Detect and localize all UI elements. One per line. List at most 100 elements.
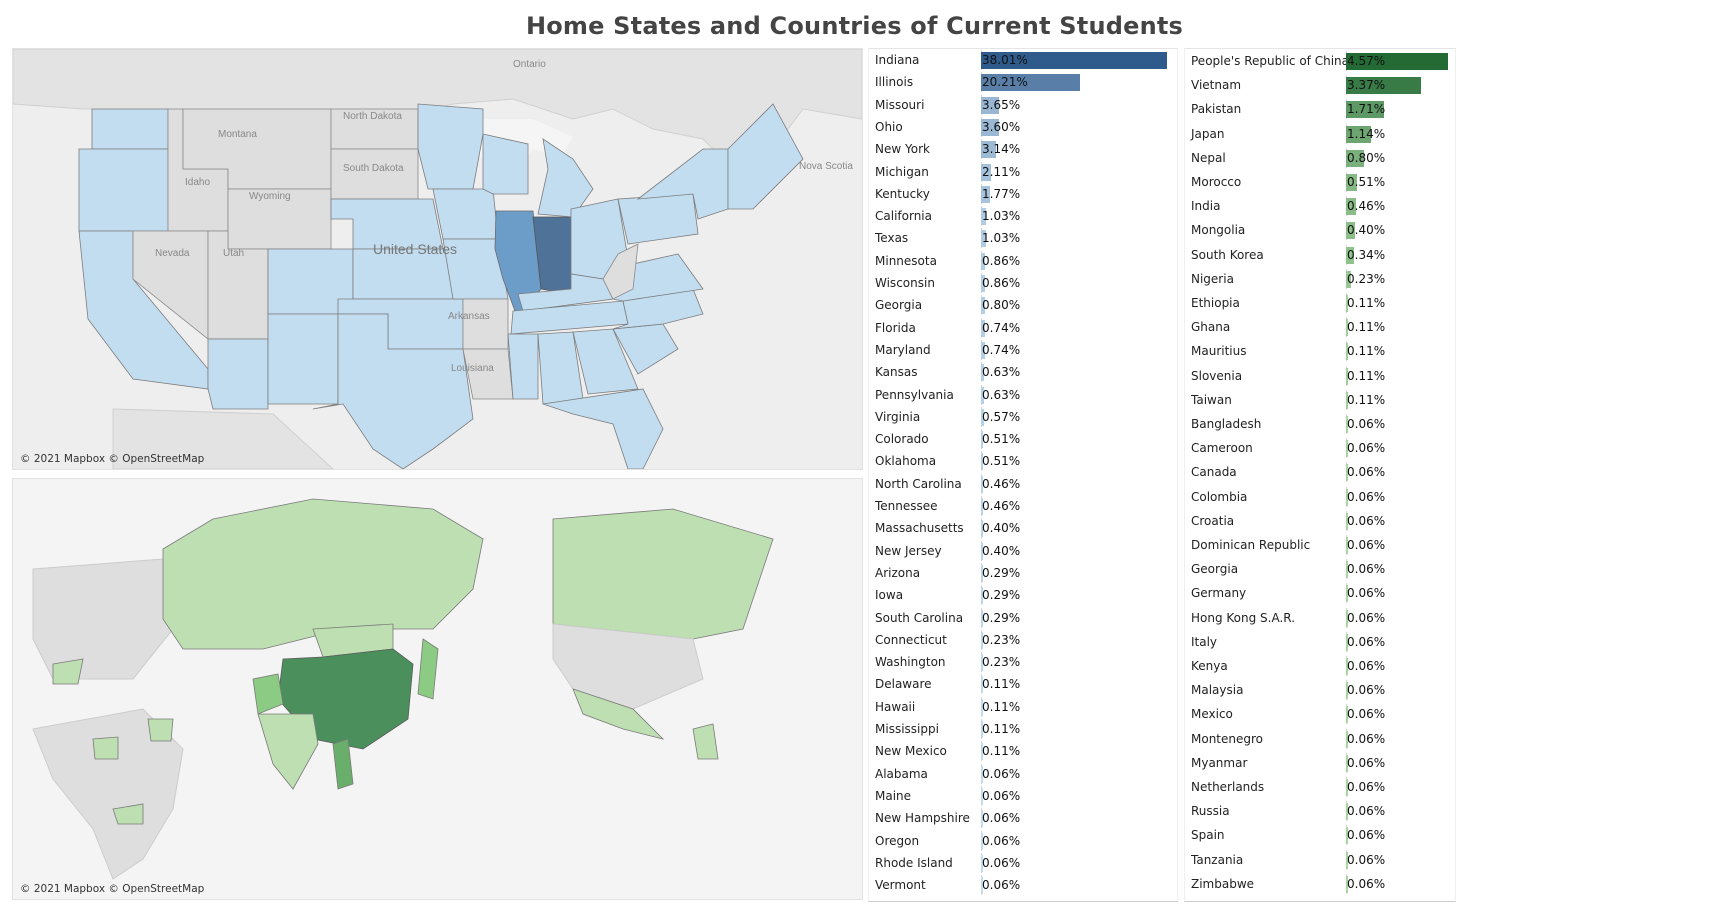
bar-row-colorado[interactable]: Colorado 0.51% (869, 429, 1177, 450)
bar-mark[interactable] (981, 520, 983, 538)
bar-row-wisconsin[interactable]: Wisconsin 0.86% (869, 273, 1177, 293)
bar-mark[interactable] (1346, 440, 1348, 458)
bar-row-tennessee[interactable]: Tennessee 0.46% (869, 496, 1177, 516)
bar-row-pakistan[interactable]: Pakistan 1.71% (1185, 99, 1455, 120)
bar-mark[interactable] (1346, 730, 1348, 748)
bar-row-tanzania[interactable]: Tanzania 0.06% (1185, 849, 1455, 870)
bar-row-colombia[interactable]: Colombia 0.06% (1185, 486, 1455, 507)
bar-row-alabama[interactable]: Alabama 0.06% (869, 763, 1177, 784)
bar-row-people-s-republic-of-china[interactable]: People's Republic of China 4.57% (1185, 51, 1455, 71)
bar-row-mexico[interactable]: Mexico 0.06% (1185, 704, 1455, 725)
bar-mark[interactable] (981, 208, 987, 226)
bar-row-slovenia[interactable]: Slovenia 0.11% (1185, 365, 1455, 386)
bar-row-oregon[interactable]: Oregon 0.06% (869, 830, 1177, 851)
bar-mark[interactable] (981, 275, 986, 292)
bar-mark[interactable] (981, 721, 983, 738)
bar-row-georgia[interactable]: Georgia 0.80% (869, 295, 1177, 316)
bar-mark[interactable] (1346, 609, 1348, 627)
bar-mark[interactable] (1346, 416, 1348, 433)
bar-mark[interactable] (981, 364, 985, 382)
bar-row-virginia[interactable]: Virginia 0.57% (869, 406, 1177, 427)
bar-mark[interactable] (1346, 561, 1348, 579)
bar-row-kenya[interactable]: Kenya 0.06% (1185, 656, 1455, 676)
bar-mark[interactable] (1346, 53, 1448, 70)
bar-mark[interactable] (981, 587, 983, 605)
bar-row-mauritius[interactable]: Mauritius 0.11% (1185, 341, 1455, 362)
bar-row-kansas[interactable]: Kansas 0.63% (869, 362, 1177, 383)
bar-mark[interactable] (981, 832, 983, 850)
bar-mark[interactable] (1346, 149, 1364, 167)
bar-mark[interactable] (981, 431, 984, 449)
bar-mark[interactable] (981, 52, 1167, 69)
bar-mark[interactable] (1346, 779, 1348, 796)
bar-mark[interactable] (1346, 270, 1352, 288)
bar-mark[interactable] (981, 498, 984, 515)
bar-mark[interactable] (1346, 658, 1348, 675)
bar-mark[interactable] (981, 297, 985, 315)
bar-mark[interactable] (981, 386, 985, 404)
bar-row-south-korea[interactable]: South Korea 0.34% (1185, 244, 1455, 265)
bar-row-new-hampshire[interactable]: New Hampshire 0.06% (869, 808, 1177, 829)
bar-row-montenegro[interactable]: Montenegro 0.06% (1185, 728, 1455, 749)
bar-mark[interactable] (981, 810, 983, 828)
bar-row-minnesota[interactable]: Minnesota 0.86% (869, 250, 1177, 271)
bar-mark[interactable] (1346, 754, 1348, 772)
bar-mark[interactable] (1346, 343, 1349, 361)
bar-row-maine[interactable]: Maine 0.06% (869, 785, 1177, 806)
bar-row-vietnam[interactable]: Vietnam 3.37% (1185, 75, 1455, 96)
bar-row-mongolia[interactable]: Mongolia 0.40% (1185, 220, 1455, 241)
bar-mark[interactable] (1346, 77, 1422, 95)
bar-mark[interactable] (1346, 827, 1348, 845)
bar-row-spain[interactable]: Spain 0.06% (1185, 825, 1455, 846)
bar-mark[interactable] (1346, 585, 1348, 603)
bar-mark[interactable] (981, 877, 983, 895)
bar-row-zimbabwe[interactable]: Zimbabwe 0.06% (1185, 873, 1455, 894)
bar-mark[interactable] (981, 609, 983, 627)
bar-row-vermont[interactable]: Vermont 0.06% (869, 875, 1177, 896)
bar-row-malaysia[interactable]: Malaysia 0.06% (1185, 680, 1455, 701)
bar-mark[interactable] (1346, 537, 1348, 554)
bar-row-new-mexico[interactable]: New Mexico 0.11% (869, 741, 1177, 762)
bar-row-massachusetts[interactable]: Massachusetts 0.40% (869, 518, 1177, 539)
bar-mark[interactable] (981, 854, 983, 872)
bar-mark[interactable] (981, 631, 983, 649)
bar-row-netherlands[interactable]: Netherlands 0.06% (1185, 777, 1455, 797)
bar-mark[interactable] (981, 743, 983, 761)
bar-mark[interactable] (981, 453, 984, 471)
bar-row-michigan[interactable]: Michigan 2.11% (869, 161, 1177, 182)
bar-row-pennsylvania[interactable]: Pennsylvania 0.63% (869, 384, 1177, 405)
bar-mark[interactable] (981, 319, 985, 337)
bar-mark[interactable] (1346, 222, 1355, 240)
bar-row-hawaii[interactable]: Hawaii 0.11% (869, 696, 1177, 717)
bar-row-canada[interactable]: Canada 0.06% (1185, 462, 1455, 483)
bar-mark[interactable] (1346, 512, 1348, 530)
bar-mark[interactable] (981, 698, 983, 716)
bar-mark[interactable] (981, 564, 983, 582)
bar-mark[interactable] (1346, 706, 1348, 724)
bar-mark[interactable] (1346, 319, 1349, 337)
bar-row-indiana[interactable]: Indiana 38.01% (869, 50, 1177, 70)
bar-row-illinois[interactable]: Illinois 20.21% (869, 72, 1177, 93)
bar-mark[interactable] (1346, 851, 1348, 869)
bar-mark[interactable] (1346, 367, 1349, 385)
bar-mark[interactable] (1346, 125, 1372, 143)
bar-row-morocco[interactable]: Morocco 0.51% (1185, 172, 1455, 192)
bar-mark[interactable] (981, 654, 983, 672)
bar-row-iowa[interactable]: Iowa 0.29% (869, 585, 1177, 606)
bar-mark[interactable] (981, 141, 997, 159)
bar-row-delaware[interactable]: Delaware 0.11% (869, 674, 1177, 695)
bar-mark[interactable] (981, 408, 984, 426)
bar-row-russia[interactable]: Russia 0.06% (1185, 801, 1455, 822)
bar-row-maryland[interactable]: Maryland 0.74% (869, 339, 1177, 360)
bar-mark[interactable] (1346, 488, 1348, 506)
bar-row-oklahoma[interactable]: Oklahoma 0.51% (869, 451, 1177, 472)
bar-mark[interactable] (981, 542, 983, 560)
bar-mark[interactable] (1346, 875, 1348, 893)
bar-mark[interactable] (981, 118, 999, 136)
bar-row-india[interactable]: India 0.46% (1185, 196, 1455, 217)
bar-row-japan[interactable]: Japan 1.14% (1185, 123, 1455, 144)
bar-row-connecticut[interactable]: Connecticut 0.23% (869, 629, 1177, 650)
bar-row-florida[interactable]: Florida 0.74% (869, 317, 1177, 338)
bar-row-texas[interactable]: Texas 1.03% (869, 228, 1177, 249)
world-countries-map[interactable]: © 2021 Mapbox © OpenStreetMap (12, 478, 863, 900)
